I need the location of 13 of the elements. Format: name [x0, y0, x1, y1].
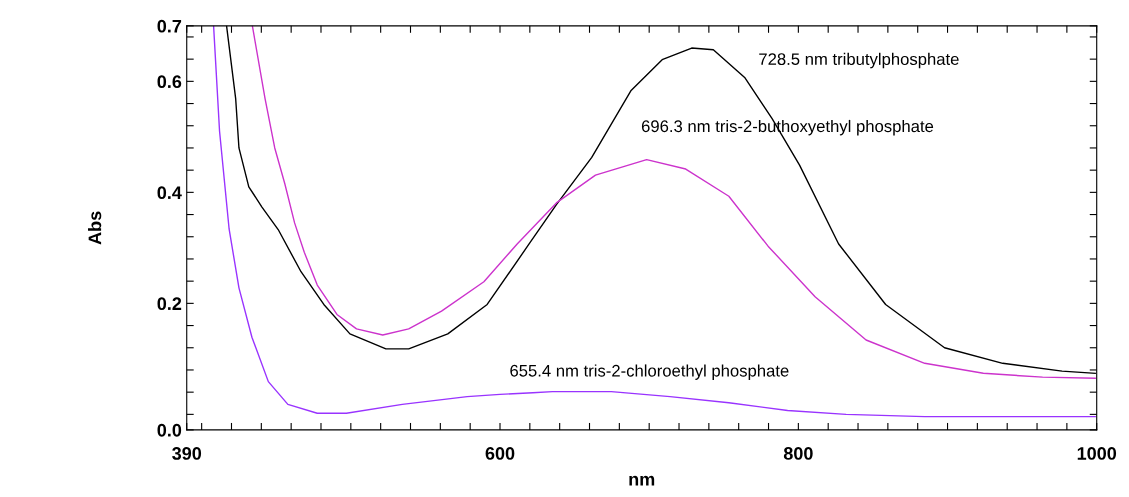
x-tick-label: 390	[172, 447, 202, 460]
y-tick-label: 0.7	[157, 19, 182, 33]
y-tick-label: 0.4	[157, 186, 182, 200]
annotation: 655.4 nm tris-2-chloroethyl phosphate	[510, 364, 789, 380]
y-axis-title: Abs	[88, 211, 102, 245]
x-axis-title: nm	[629, 475, 655, 486]
x-tick-label: 1000	[1077, 447, 1117, 460]
x-tick-label: 600	[485, 447, 515, 460]
x-tick-label: 800	[783, 447, 813, 460]
annotation: 728.5 nm tributylphosphate	[759, 52, 959, 69]
y-tick-label: 0.6	[157, 75, 182, 89]
y-tick-label: 0.0	[157, 423, 182, 437]
y-tick-label: 0.2	[157, 297, 182, 311]
